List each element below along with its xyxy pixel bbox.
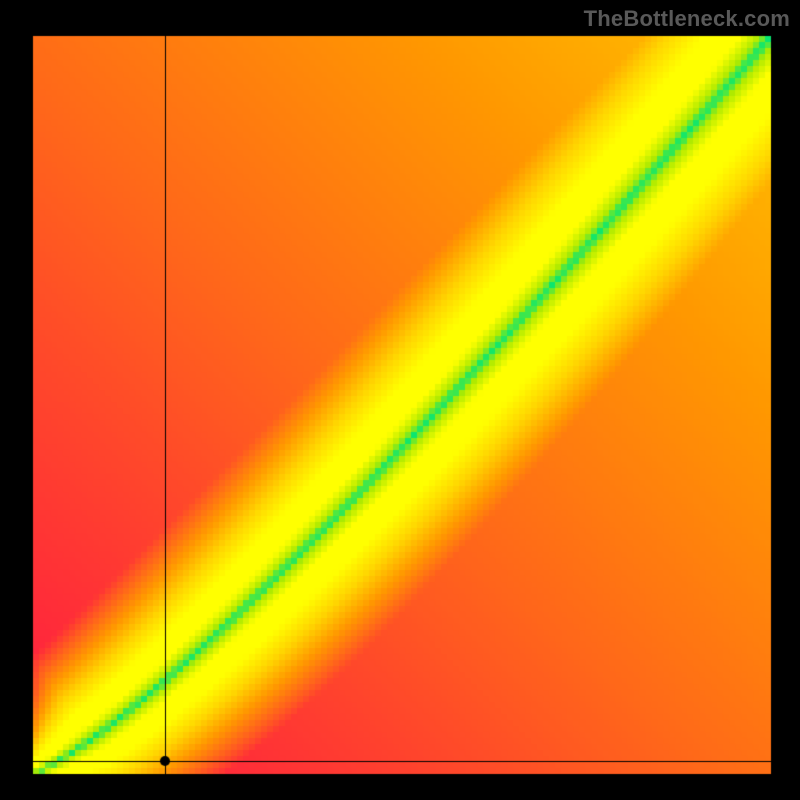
chart-stage: TheBottleneck.com xyxy=(0,0,800,800)
bottleneck-heatmap-canvas xyxy=(0,0,800,800)
attribution-label: TheBottleneck.com xyxy=(584,6,790,32)
